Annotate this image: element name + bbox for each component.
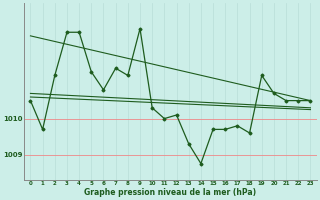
X-axis label: Graphe pression niveau de la mer (hPa): Graphe pression niveau de la mer (hPa) (84, 188, 257, 197)
